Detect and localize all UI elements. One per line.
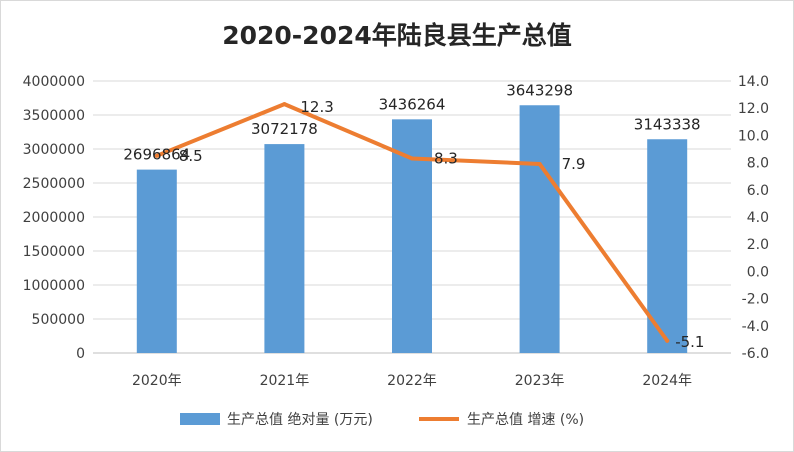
left-axis-tick-label: 500000 bbox=[32, 312, 85, 328]
line-point bbox=[410, 156, 414, 161]
bar-value-label: 3143338 bbox=[634, 115, 701, 133]
right-axis-tick-label: 10.0 bbox=[738, 128, 769, 144]
right-axis-tick-label: 4.0 bbox=[747, 210, 769, 226]
line-series bbox=[154, 102, 670, 343]
bar bbox=[647, 139, 688, 353]
left-axis-tick-label: 2000000 bbox=[23, 210, 85, 226]
line-value-label: 12.3 bbox=[300, 98, 333, 116]
bar bbox=[136, 169, 177, 353]
legend-label-bar: 生产总值 绝对量 (万元) bbox=[227, 412, 373, 428]
line-point bbox=[154, 153, 159, 158]
left-axis: 0 500000 1000000 1500000 2000000 2500000 30000… bbox=[23, 74, 85, 362]
bar-series bbox=[136, 105, 688, 353]
line-point bbox=[282, 102, 287, 107]
left-axis-tick-label: 3500000 bbox=[23, 108, 85, 124]
right-axis-tick-label: 6.0 bbox=[747, 183, 769, 199]
bar-value-label: 3436264 bbox=[379, 95, 446, 113]
right-axis-tick-label: -2.0 bbox=[742, 292, 769, 308]
chart-title: 2020-2024年陆良县生产总值 bbox=[222, 21, 572, 50]
bar-value-label: 3072178 bbox=[251, 120, 318, 138]
bar bbox=[519, 105, 560, 353]
right-axis-tick-label: 0.0 bbox=[747, 264, 769, 280]
right-axis-tick-label: -4.0 bbox=[742, 319, 769, 335]
left-axis-tick-label: 1500000 bbox=[23, 244, 85, 260]
line-point bbox=[537, 161, 542, 166]
right-axis-tick-label: 12.0 bbox=[738, 101, 769, 117]
left-axis-tick-label: 2500000 bbox=[23, 176, 85, 192]
left-axis-tick-label: 0 bbox=[76, 346, 85, 362]
legend-label-line: 生产总值 增速 (%) bbox=[467, 412, 584, 428]
x-axis: 2020年 2021年 2022年 2023年 2024年 bbox=[132, 373, 692, 389]
legend: 生产总值 绝对量 (万元) 生产总值 增速 (%) bbox=[180, 412, 584, 428]
x-axis-tick-label: 2021年 bbox=[260, 373, 310, 389]
data-labels: 2696864 3072178 3436264 3643298 3143338 8.5 12… bbox=[123, 81, 704, 351]
x-axis-tick-label: 2023年 bbox=[515, 373, 565, 389]
right-axis-tick-label: 2.0 bbox=[747, 237, 769, 253]
line-value-label: 8.5 bbox=[179, 147, 203, 165]
x-axis-tick-label: 2022年 bbox=[387, 373, 437, 389]
left-axis-tick-label: 4000000 bbox=[23, 74, 85, 90]
right-axis: -6.0 -4.0 -2.0 0.0 2.0 4.0 6.0 8.0 10.0 12.0 14.0 bbox=[738, 74, 769, 362]
line-value-label: 7.9 bbox=[562, 155, 586, 173]
bar-value-label: 2696864 bbox=[123, 146, 190, 164]
x-axis-tick-label: 2024年 bbox=[642, 373, 692, 389]
bar bbox=[264, 144, 305, 353]
right-axis-tick-label: 8.0 bbox=[747, 156, 769, 172]
x-axis-tick-label: 2020年 bbox=[132, 373, 182, 389]
right-axis-tick-label: -6.0 bbox=[742, 346, 769, 362]
right-axis-tick-label: 14.0 bbox=[738, 74, 769, 90]
left-axis-tick-label: 3000000 bbox=[23, 142, 85, 158]
line-value-label: 8.3 bbox=[434, 150, 458, 168]
line-point bbox=[665, 338, 670, 343]
bar-value-label: 3643298 bbox=[506, 81, 573, 99]
legend-swatch-bar bbox=[180, 413, 220, 425]
line-value-label: -5.1 bbox=[675, 333, 704, 351]
left-axis-tick-label: 1000000 bbox=[23, 278, 85, 294]
